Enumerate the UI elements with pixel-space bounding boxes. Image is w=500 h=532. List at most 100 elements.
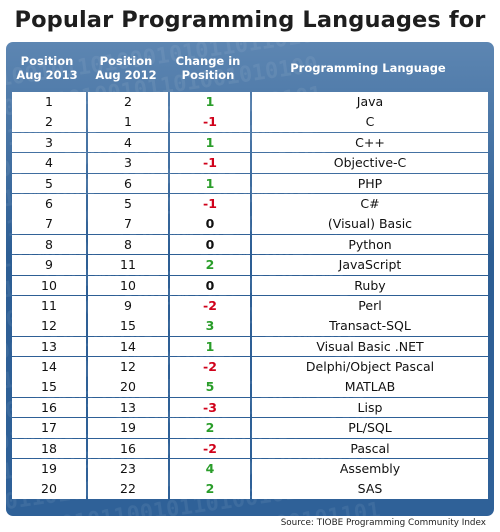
header-language: Programming Language bbox=[290, 61, 446, 75]
cell-position-2013: 11 bbox=[12, 295, 86, 316]
cell-position-2013: 7 bbox=[12, 214, 86, 234]
cell-language: JavaScript bbox=[252, 255, 488, 275]
cell-change: -2 bbox=[170, 438, 250, 459]
cell-change: 0 bbox=[170, 214, 250, 234]
table-row: 8 8 0 Python bbox=[12, 234, 488, 255]
cell-position-2013: 20 bbox=[12, 479, 86, 500]
cell-language: Perl bbox=[252, 295, 488, 316]
cell-language: (Visual) Basic bbox=[252, 214, 488, 234]
cell-position-2012: 13 bbox=[88, 397, 168, 418]
cell-position-2013: 14 bbox=[12, 357, 86, 377]
cell-position-2012: 3 bbox=[88, 153, 168, 173]
cell-change: -1 bbox=[170, 112, 250, 132]
cell-position-2012: 12 bbox=[88, 357, 168, 377]
cell-position-2012: 10 bbox=[88, 275, 168, 296]
cell-language: Objective-C bbox=[252, 153, 488, 173]
cell-language: Pascal bbox=[252, 438, 488, 459]
table-row: 5 6 1 PHP bbox=[12, 173, 488, 194]
cell-position-2012: 9 bbox=[88, 295, 168, 316]
cell-position-2013: 3 bbox=[12, 132, 86, 153]
cell-position-2012: 8 bbox=[88, 234, 168, 255]
cell-change: 2 bbox=[170, 255, 250, 275]
header-position-2012: Position Aug 2012 bbox=[95, 54, 157, 82]
cell-position-2013: 17 bbox=[12, 418, 86, 438]
cell-language: Delphi/Object Pascal bbox=[252, 357, 488, 377]
cell-language: Assembly bbox=[252, 459, 488, 479]
cell-position-2012: 5 bbox=[88, 193, 168, 214]
table-row: 7 7 0 (Visual) Basic bbox=[12, 214, 488, 234]
cell-position-2013: 12 bbox=[12, 316, 86, 336]
cell-change: 2 bbox=[170, 479, 250, 500]
cell-language: Java bbox=[252, 92, 488, 112]
chart-title: Popular Programming Languages for August bbox=[14, 7, 486, 73]
cell-change: 1 bbox=[170, 92, 250, 112]
header-position-2013: Position Aug 2013 bbox=[16, 54, 78, 82]
cell-change: -3 bbox=[170, 397, 250, 418]
cell-position-2013: 16 bbox=[12, 397, 86, 418]
cell-change: -1 bbox=[170, 153, 250, 173]
cell-position-2012: 22 bbox=[88, 479, 168, 500]
cell-change: 0 bbox=[170, 234, 250, 255]
cell-language: C# bbox=[252, 193, 488, 214]
table-row: 18 16 -2 Pascal bbox=[12, 438, 488, 459]
table-row: 10 10 0 Ruby bbox=[12, 275, 488, 296]
cell-position-2013: 18 bbox=[12, 438, 86, 459]
cell-language: Visual Basic .NET bbox=[252, 336, 488, 357]
cell-language: Ruby bbox=[252, 275, 488, 296]
cell-position-2012: 16 bbox=[88, 438, 168, 459]
table-row: 16 13 -3 Lisp bbox=[12, 397, 488, 418]
table-row: 2 1 -1 C bbox=[12, 112, 488, 132]
cell-change: 4 bbox=[170, 459, 250, 479]
cell-change: 1 bbox=[170, 173, 250, 194]
cell-change: 5 bbox=[170, 377, 250, 398]
cell-position-2012: 7 bbox=[88, 214, 168, 234]
cell-language: Transact-SQL bbox=[252, 316, 488, 336]
cell-position-2012: 6 bbox=[88, 173, 168, 194]
cell-language: PHP bbox=[252, 173, 488, 194]
cell-change: 0 bbox=[170, 275, 250, 296]
table-panel: 0101100101101000101011011010 10010110101… bbox=[6, 42, 494, 516]
table-row: 12 15 3 Transact-SQL bbox=[12, 316, 488, 336]
table-row: 1 2 1 Java bbox=[12, 92, 488, 112]
table-row: 13 14 1 Visual Basic .NET bbox=[12, 336, 488, 357]
cell-position-2013: 9 bbox=[12, 255, 86, 275]
cell-position-2013: 8 bbox=[12, 234, 86, 255]
table-row: 11 9 -2 Perl bbox=[12, 295, 488, 316]
cell-position-2013: 2 bbox=[12, 112, 86, 132]
cell-position-2012: 19 bbox=[88, 418, 168, 438]
cell-change: -2 bbox=[170, 357, 250, 377]
cell-language: MATLAB bbox=[252, 377, 488, 398]
cell-language: Python bbox=[252, 234, 488, 255]
cell-position-2012: 20 bbox=[88, 377, 168, 398]
table-body: 1 2 1 Java 2 1 -1 C 3 4 1 C++ 4 3 -1 Objective-C 5 6 1 PHP 6… bbox=[12, 92, 488, 500]
cell-language: Lisp bbox=[252, 397, 488, 418]
cell-position-2013: 13 bbox=[12, 336, 86, 357]
cell-change: 1 bbox=[170, 336, 250, 357]
table-row: 14 12 -2 Delphi/Object Pascal bbox=[12, 357, 488, 377]
cell-position-2012: 1 bbox=[88, 112, 168, 132]
cell-language: SAS bbox=[252, 479, 488, 500]
cell-position-2013: 5 bbox=[12, 173, 86, 194]
cell-change: 2 bbox=[170, 418, 250, 438]
table-row: 15 20 5 MATLAB bbox=[12, 377, 488, 398]
source-note: Source: TIOBE Programming Community Inde… bbox=[280, 518, 486, 528]
cell-position-2012: 11 bbox=[88, 255, 168, 275]
cell-change: 1 bbox=[170, 132, 250, 153]
table-row: 17 19 2 PL/SQL bbox=[12, 418, 488, 438]
header-change: Change in Position bbox=[175, 54, 241, 82]
cell-position-2012: 2 bbox=[88, 92, 168, 112]
cell-position-2013: 15 bbox=[12, 377, 86, 398]
table-row: 4 3 -1 Objective-C bbox=[12, 153, 488, 173]
cell-language: PL/SQL bbox=[252, 418, 488, 438]
cell-position-2013: 6 bbox=[12, 193, 86, 214]
table-row: 20 22 2 SAS bbox=[12, 479, 488, 500]
cell-change: -2 bbox=[170, 295, 250, 316]
cell-change: 3 bbox=[170, 316, 250, 336]
cell-position-2013: 4 bbox=[12, 153, 86, 173]
cell-change: -1 bbox=[170, 193, 250, 214]
cell-position-2013: 1 bbox=[12, 92, 86, 112]
table-row: 19 23 4 Assembly bbox=[12, 459, 488, 479]
cell-position-2012: 14 bbox=[88, 336, 168, 357]
table-row: 3 4 1 C++ bbox=[12, 132, 488, 153]
cell-position-2012: 23 bbox=[88, 459, 168, 479]
